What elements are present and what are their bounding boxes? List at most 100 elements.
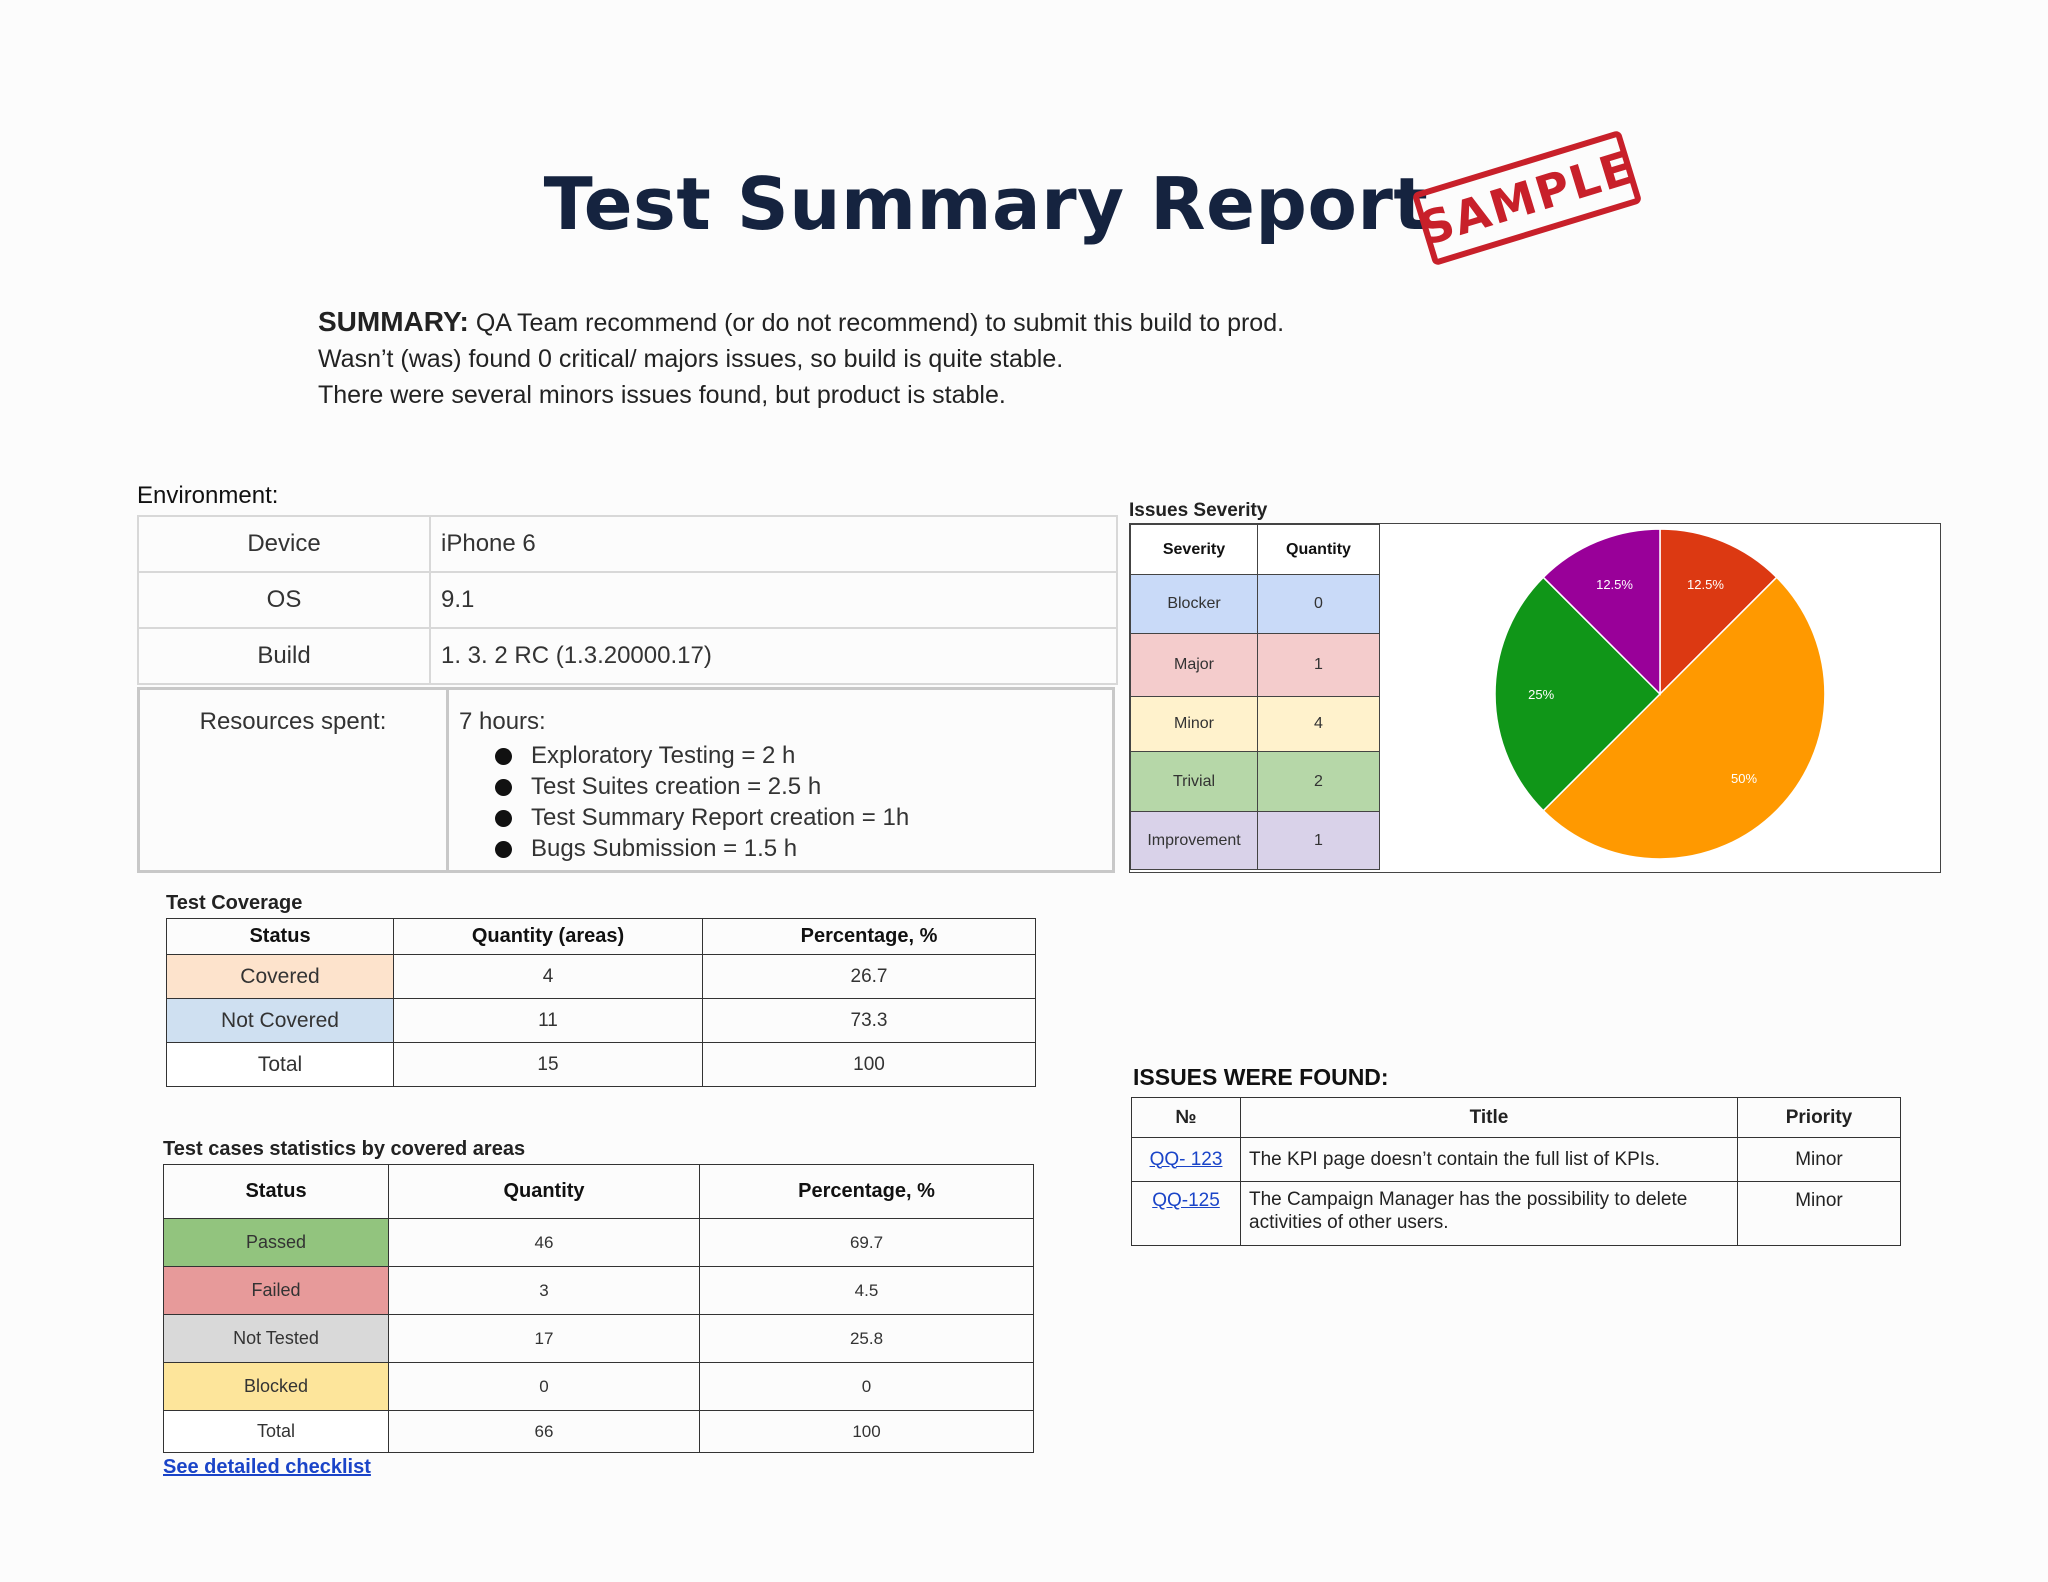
table-row: Blocker 0 xyxy=(1130,574,1380,634)
status-cell: Total xyxy=(163,1410,389,1453)
table-header: Status Quantity Percentage, % xyxy=(163,1164,1034,1219)
qty-cell: 1 xyxy=(1257,811,1380,870)
pct-cell: 26.7 xyxy=(702,954,1036,999)
env-key: OS xyxy=(137,571,431,629)
qty-cell: 2 xyxy=(1257,751,1380,812)
resources-table: Resources spent: 7 hours: Exploratory Te… xyxy=(137,687,1115,873)
table-row: Device iPhone 6 xyxy=(137,515,1118,573)
resources-list: Exploratory Testing = 2 h Test Suites cr… xyxy=(459,740,1112,864)
table-row: Total 66 100 xyxy=(163,1410,1034,1453)
qty-cell: 1 xyxy=(1257,633,1380,697)
table-row: Major 1 xyxy=(1130,633,1380,697)
env-value: 1. 3. 2 RC (1.3.20000.17) xyxy=(429,627,1118,685)
environment-table: Device iPhone 6 OS 9.1 Build 1. 3. 2 RC (1.… xyxy=(137,515,1118,685)
table-row: Passed 46 69.7 xyxy=(163,1218,1034,1267)
pct-cell: 4.5 xyxy=(699,1266,1034,1315)
env-value: iPhone 6 xyxy=(429,515,1118,573)
issue-title: The KPI page doesn’t contain the full li… xyxy=(1240,1137,1738,1182)
table-row: Not Covered 11 73.3 xyxy=(166,998,1036,1043)
list-item: Test Suites creation = 2.5 h xyxy=(495,771,1112,802)
col-header: № xyxy=(1131,1097,1241,1138)
pct-cell: 25.8 xyxy=(699,1314,1034,1363)
col-header: Quantity xyxy=(388,1164,700,1219)
qty-cell: 0 xyxy=(1257,574,1380,634)
qty-cell: 46 xyxy=(388,1218,700,1267)
table-row: Minor 4 xyxy=(1130,696,1380,752)
pie-slice xyxy=(1542,528,1661,696)
summary-line-1: QA Team recommend (or do not recommend) … xyxy=(468,309,1285,337)
env-key: Build xyxy=(137,627,431,685)
col-header: Severity xyxy=(1130,524,1258,575)
issue-link[interactable]: QQ-125 xyxy=(1152,1190,1220,1211)
table-row: QQ- 123 The KPI page doesn’t contain the… xyxy=(1131,1137,1901,1182)
resources-label: Resources spent: xyxy=(137,687,449,873)
severity-panel: Severity Quantity Blocker 0 Major 1 Mino… xyxy=(1129,523,1941,873)
qty-cell: 4 xyxy=(393,954,703,999)
table-row: Covered 4 26.7 xyxy=(166,954,1036,999)
qty-cell: 11 xyxy=(393,998,703,1043)
list-item: Exploratory Testing = 2 h xyxy=(495,740,1112,771)
col-header: Percentage, % xyxy=(702,918,1036,955)
issue-link[interactable]: QQ- 123 xyxy=(1149,1148,1223,1170)
qty-cell: 4 xyxy=(1257,696,1380,752)
pie-slice-label: 12.5% xyxy=(1687,577,1724,592)
severity-table: Severity Quantity Blocker 0 Major 1 Mino… xyxy=(1130,524,1380,870)
list-item: Bugs Submission = 1.5 h xyxy=(495,833,1112,864)
pie-slice-label: 12.5% xyxy=(1596,577,1633,592)
table-row: Not Tested 17 25.8 xyxy=(163,1314,1034,1363)
qty-cell: 3 xyxy=(388,1266,700,1315)
pct-cell: 100 xyxy=(702,1042,1036,1087)
severity-cell: Minor xyxy=(1130,696,1258,752)
table-row: Failed 3 4.5 xyxy=(163,1266,1034,1315)
environment-label: Environment: xyxy=(137,482,279,509)
resources-detail: 7 hours: Exploratory Testing = 2 h Test … xyxy=(446,687,1115,873)
status-cell: Covered xyxy=(166,954,394,999)
pie-slice-label: 50% xyxy=(1731,771,1757,786)
col-header: Quantity (areas) xyxy=(393,918,703,955)
summary-line-3: There were several minors issues found, … xyxy=(318,381,1006,409)
col-header: Title xyxy=(1240,1097,1738,1138)
pct-cell: 73.3 xyxy=(702,998,1036,1043)
pie-slice-label: 25% xyxy=(1528,687,1554,702)
status-cell: Blocked xyxy=(163,1362,389,1411)
pie-slice xyxy=(1659,528,1778,696)
summary-block: SUMMARY: QA Team recommend (or do not re… xyxy=(318,304,1284,413)
severity-cell: Trivial xyxy=(1130,751,1258,812)
table-row: Build 1. 3. 2 RC (1.3.20000.17) xyxy=(137,627,1118,685)
table-header: Severity Quantity xyxy=(1130,524,1380,575)
coverage-label: Test Coverage xyxy=(166,892,303,914)
table-header: № Title Priority xyxy=(1131,1097,1901,1138)
severity-cell: Blocker xyxy=(1130,574,1258,634)
page-title: Test Summary Report xyxy=(543,162,1429,246)
qty-cell: 15 xyxy=(393,1042,703,1087)
qty-cell: 17 xyxy=(388,1314,700,1363)
qty-cell: 0 xyxy=(388,1362,700,1411)
status-cell: Failed xyxy=(163,1266,389,1315)
severity-cell: Major xyxy=(1130,633,1258,697)
issue-title: The Campaign Manager has the possibility… xyxy=(1240,1181,1738,1246)
pie-slice xyxy=(1542,576,1826,860)
summary-line-2: Wasn’t (was) found 0 critical/ majors is… xyxy=(318,345,1064,373)
pct-cell: 0 xyxy=(699,1362,1034,1411)
table-row: Total 15 100 xyxy=(166,1042,1036,1087)
status-cell: Not Tested xyxy=(163,1314,389,1363)
severity-label: Issues Severity xyxy=(1129,500,1268,521)
col-header: Percentage, % xyxy=(699,1164,1034,1219)
table-row: OS 9.1 xyxy=(137,571,1118,629)
detailed-checklist-link[interactable]: See detailed checklist xyxy=(163,1456,371,1478)
issues-label: ISSUES WERE FOUND: xyxy=(1133,1064,1389,1090)
table-row: Resources spent: 7 hours: Exploratory Te… xyxy=(137,687,1115,873)
issue-priority: Minor xyxy=(1737,1137,1901,1182)
qty-cell: 66 xyxy=(388,1410,700,1453)
pct-cell: 100 xyxy=(699,1410,1034,1453)
issue-priority: Minor xyxy=(1737,1181,1901,1246)
coverage-table: Status Quantity (areas) Percentage, % Co… xyxy=(166,918,1036,1087)
summary-label: SUMMARY: xyxy=(318,306,469,337)
pie-slice xyxy=(1494,576,1662,812)
cases-label: Test cases statistics by covered areas xyxy=(163,1138,526,1160)
table-row: Blocked 0 0 xyxy=(163,1362,1034,1411)
env-key: Device xyxy=(137,515,431,573)
table-header: Status Quantity (areas) Percentage, % xyxy=(166,918,1036,955)
col-header: Quantity xyxy=(1257,524,1380,575)
status-cell: Not Covered xyxy=(166,998,394,1043)
